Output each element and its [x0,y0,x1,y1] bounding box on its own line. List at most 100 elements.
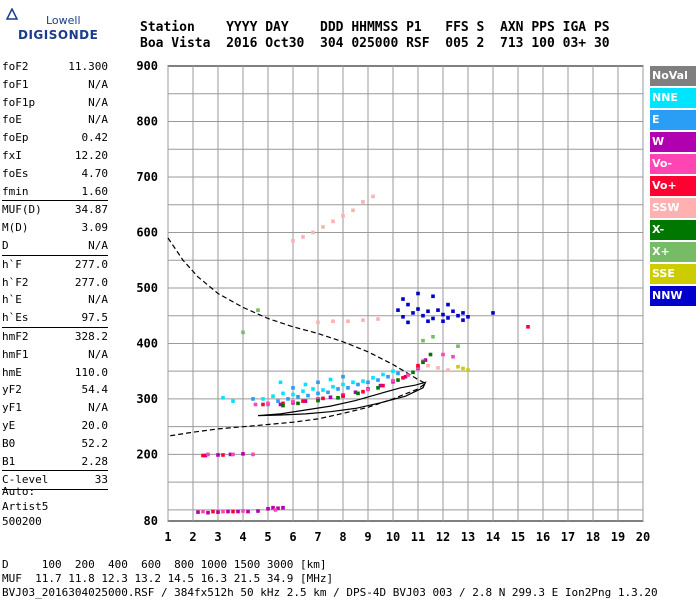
data-point-ssw [311,230,315,235]
x-tick-label: 6 [289,530,296,544]
param-row: foEp 0.42 [2,129,108,147]
data-point-vo+ [381,383,385,388]
data-point-x- [421,360,425,365]
param-key: h`Es [2,311,29,325]
data-point-x- [296,401,300,406]
data-point-vo+ [361,389,365,394]
data-point-ssw [351,208,355,213]
data-point-w [276,506,280,511]
data-point-nnw [401,297,405,301]
legend-item: E [650,110,696,130]
data-point-ssw [361,200,365,204]
param-row: hmF2 328.2 [2,328,108,346]
param-key: yE [2,418,16,432]
param-row: h`F2 277.0 [2,274,108,292]
x-tick-label: 19 [611,530,625,544]
param-key: fxI [2,148,22,162]
data-point-vo- [201,509,205,514]
data-point-vo+ [221,453,225,457]
data-point-ssw [291,238,295,243]
param-value: 20.0 [81,418,109,432]
data-point-w [206,510,210,515]
x-tick-label: 16 [536,530,550,544]
data-point-nne [331,384,335,389]
data-point-nnw [441,319,445,324]
param-row: h`Es 97.5 [2,309,108,327]
data-point-nne [221,396,225,400]
data-point-ssw [331,219,335,224]
data-point-e [346,386,350,390]
data-point-nnw [436,308,440,312]
param-row: foF1 N/A [2,76,108,94]
data-point-x+ [421,338,425,343]
data-point-vo- [391,378,395,383]
data-point-ssw [301,235,305,239]
data-point-w [226,509,230,514]
data-point-w [271,505,275,510]
y-tick-label: 600 [136,225,158,239]
data-point-vo- [291,399,295,404]
data-point-e [306,393,310,398]
y-tick-label: 400 [136,336,158,350]
data-point-sse [456,364,460,369]
param-key: foF1p [2,95,36,109]
parameter-table: foF2 11.300 foF1 N/A foF1p N/A foE N/A foEp 0.42 f… [2,58,109,491]
y-tick-label: 300 [136,392,158,406]
data-point-x+ [431,334,435,339]
data-point-nnw [416,291,420,296]
data-point-vo+ [341,394,345,398]
x-tick-label: 11 [411,530,425,544]
param-row: yF1 N/A [2,399,108,417]
data-point-nne [231,399,235,403]
data-point-x- [428,352,433,357]
artist-version: Artist5 [2,500,49,513]
data-point-e [251,397,255,401]
param-value: 97.5 [81,311,109,325]
data-point-w [216,510,220,514]
data-point-vo+ [416,363,420,368]
data-point-e [316,380,320,385]
data-point-nne [361,379,365,383]
data-point-ssw [331,319,335,324]
param-value: N/A [88,238,108,252]
y-tick-label: 800 [136,114,158,128]
legend-item: Vo+ [650,176,696,196]
param-key: MUF(D) [2,203,42,217]
data-point-nne [391,369,395,373]
data-point-vo+ [281,401,285,406]
data-point-nnw [421,313,425,318]
data-point-nnw [461,318,465,322]
data-point-w [328,395,333,400]
data-point-vo+ [261,402,265,407]
data-point-ssw [426,363,430,368]
data-point-nnw [466,315,470,319]
data-point-x+ [456,344,460,349]
data-point-vo+ [231,509,235,514]
param-separator [2,470,108,472]
data-point-w [246,509,250,514]
footer-distance: D 100 200 400 600 800 1000 1500 3000 [km… [2,558,327,571]
y-tick-label: 700 [136,170,158,184]
footer: D 100 200 400 600 800 1000 1500 3000 [km… [2,558,658,600]
param-key: yF2 [2,383,22,397]
param-row: hmF1 N/A [2,346,108,364]
data-point-vo- [451,354,455,359]
data-point-nne [328,377,333,382]
param-key: h`F [2,257,22,271]
curve-profile [167,237,427,437]
data-point-w [281,505,285,510]
data-point-ssw [321,225,325,229]
data-point-nne [311,387,315,391]
data-point-w [403,374,408,379]
data-point-nnw [431,316,435,321]
data-point-e [356,382,360,387]
legend-item: W [650,132,696,152]
param-row: foEs 4.70 [2,165,108,183]
data-point-vo- [206,452,210,457]
param-value: 0.42 [81,131,109,145]
data-point-ssw [361,318,365,322]
data-point-vo- [221,509,225,514]
header-labels: Station YYYY DAY DDD HHMMSS P1 FFS S AXN… [140,20,610,35]
param-value: 3.09 [81,221,109,235]
data-point-vo+ [401,376,405,380]
